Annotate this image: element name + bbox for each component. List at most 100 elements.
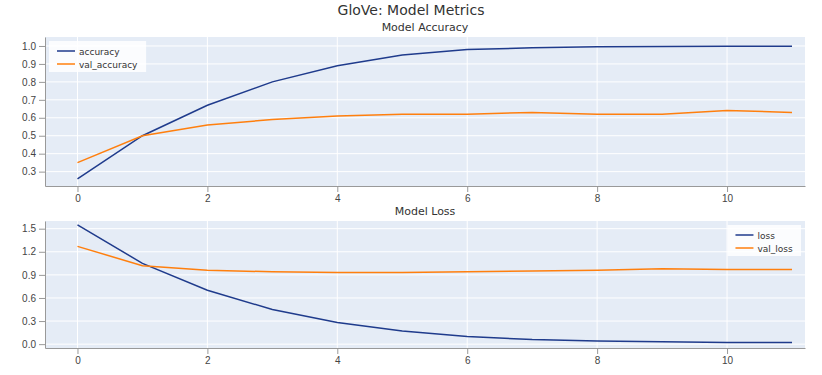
- tick-mark: [207, 186, 208, 192]
- tick-label: 1.2: [22, 246, 36, 257]
- tick-mark: [727, 186, 728, 192]
- tick-mark: [467, 348, 468, 354]
- tick-label: 1.0: [22, 41, 36, 52]
- tick: 4: [335, 186, 341, 204]
- tick: 1.2: [22, 246, 45, 257]
- legend-item: val_accuracy: [57, 60, 138, 70]
- tick: 6: [465, 186, 471, 204]
- grid-line: [45, 153, 805, 154]
- tick-mark: [77, 348, 78, 354]
- grid-line: [45, 63, 805, 64]
- grid-line: [45, 81, 805, 82]
- tick: 0.3: [22, 166, 45, 177]
- tick-mark: [39, 118, 45, 119]
- tick-mark: [77, 186, 78, 192]
- tick-mark: [597, 348, 598, 354]
- tick-mark: [39, 64, 45, 65]
- grid-line: [45, 251, 805, 252]
- tick-label: 0.6: [22, 112, 36, 123]
- tick: 0: [75, 348, 81, 366]
- tick: 0.4: [22, 148, 45, 159]
- tick-mark: [39, 321, 45, 322]
- grid-line: [467, 37, 468, 186]
- grid-line: [77, 221, 78, 348]
- tick: 8: [595, 186, 601, 204]
- figure: GloVe: Model Metrics Model Accuracy 0 2 4 6 8 1…: [0, 0, 822, 375]
- grid-line: [337, 221, 338, 348]
- tick-mark: [39, 154, 45, 155]
- tick: 10: [722, 186, 734, 204]
- grid-line: [597, 221, 598, 348]
- grid-line: [45, 228, 805, 229]
- grid: [45, 37, 805, 186]
- tick-mark: [39, 275, 45, 276]
- tick: 6: [465, 348, 471, 366]
- tick-label: 0.3: [22, 316, 36, 327]
- tick-label: 2: [205, 355, 211, 366]
- legend-swatch: [57, 63, 75, 65]
- tick-label: 10: [722, 193, 734, 204]
- figure-title: GloVe: Model Metrics: [338, 2, 485, 18]
- tick-mark: [337, 186, 338, 192]
- axis-line: [46, 186, 806, 187]
- tick-mark: [39, 252, 45, 253]
- tick-label: 0: [75, 193, 81, 204]
- panel-title: Model Accuracy: [382, 21, 469, 34]
- legend-item: accuracy: [57, 47, 120, 57]
- tick-mark: [597, 186, 598, 192]
- tick-mark: [39, 82, 45, 83]
- tick-mark: [39, 100, 45, 101]
- tick: 1.0: [22, 41, 45, 52]
- axis-line: [46, 348, 806, 349]
- grid: [45, 221, 805, 348]
- axis-line: [45, 222, 46, 349]
- panel: Model Loss02468100.00.30.60.91.21.5lossv…: [22, 205, 805, 366]
- tick: 0: [75, 186, 81, 204]
- grid-line: [45, 344, 805, 345]
- tick: 2: [205, 186, 211, 204]
- x-axis: 0246810: [46, 348, 806, 366]
- tick: 10: [722, 348, 734, 366]
- tick-mark: [39, 172, 45, 173]
- tick-label: 4: [335, 355, 341, 366]
- tick: 0.7: [22, 95, 45, 106]
- tick-label: 6: [465, 355, 471, 366]
- tick-label: 0.9: [22, 270, 36, 281]
- grid-line: [45, 297, 805, 298]
- tick-label: 0.0: [22, 339, 36, 350]
- panel-title: Model Loss: [395, 205, 456, 218]
- series-line: [77, 246, 792, 272]
- tick-label: 0: [75, 355, 81, 366]
- series-line: [77, 111, 792, 163]
- tick-mark: [337, 348, 338, 354]
- tick-mark: [39, 46, 45, 47]
- legend: accuracy val_accuracy: [49, 41, 146, 72]
- tick: 0.6: [22, 112, 45, 123]
- legend-box: [49, 41, 146, 72]
- grid-line: [45, 274, 805, 275]
- grid-line: [597, 37, 598, 186]
- legend-label: accuracy: [79, 47, 120, 57]
- legend-label: val_loss: [757, 244, 793, 254]
- grid-line: [45, 99, 805, 100]
- tick: 2: [205, 348, 211, 366]
- series-line: [77, 46, 792, 179]
- legend-swatch: [735, 247, 753, 249]
- tick-label: 0.8: [22, 77, 36, 88]
- tick: 4: [335, 348, 341, 366]
- tick-label: 8: [595, 193, 601, 204]
- tick: 0.5: [22, 130, 45, 141]
- grid-line: [337, 37, 338, 186]
- tick-label: 10: [722, 355, 734, 366]
- grid-line: [45, 321, 805, 322]
- tick: 0.0: [22, 339, 45, 350]
- tick-mark: [39, 344, 45, 345]
- x-axis: 0 2 4 6 8 10: [46, 186, 806, 204]
- tick-label: 0.6: [22, 293, 36, 304]
- tick-mark: [39, 229, 45, 230]
- tick-mark: [467, 186, 468, 192]
- tick-mark: [727, 348, 728, 354]
- tick-label: 2: [205, 193, 211, 204]
- axis-line: [45, 38, 46, 187]
- tick-label: 0.4: [22, 148, 36, 159]
